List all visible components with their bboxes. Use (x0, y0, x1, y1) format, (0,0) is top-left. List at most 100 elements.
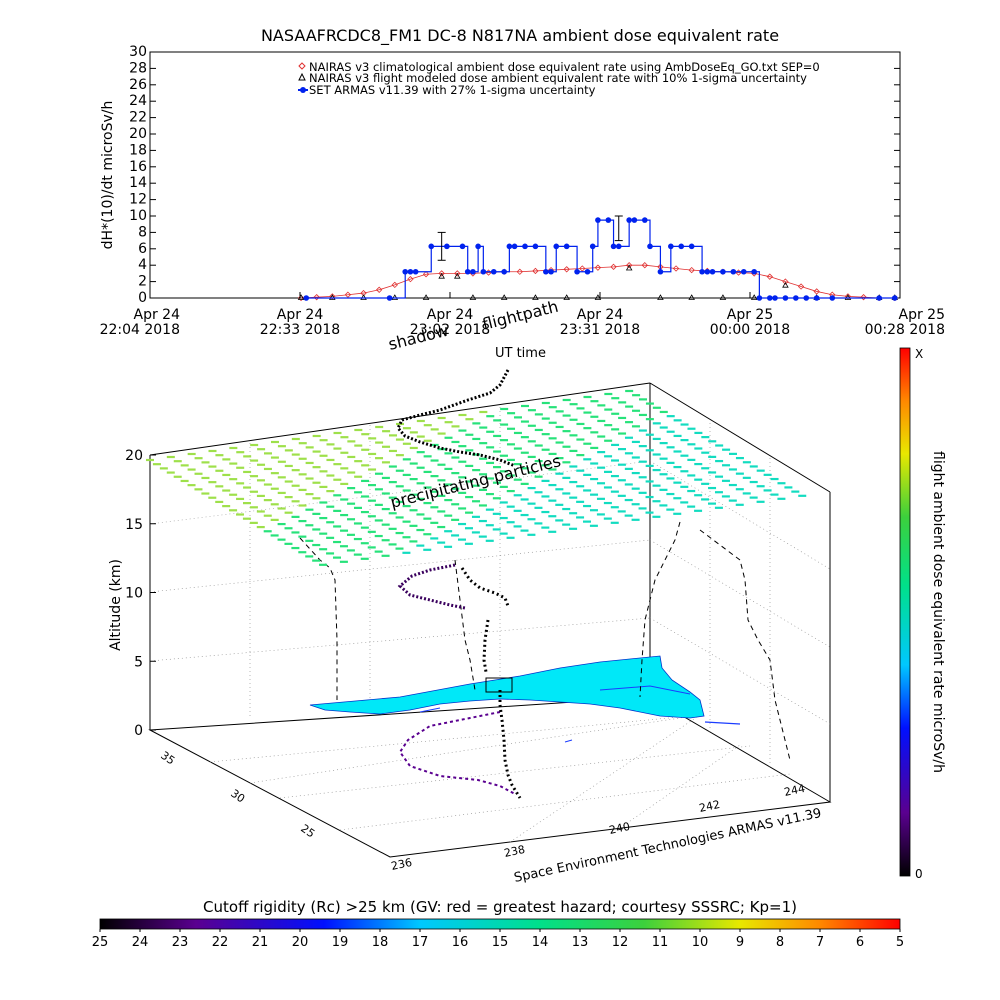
3d-grid-line (619, 744, 741, 829)
3d-x-axis-title: UT time (495, 346, 546, 361)
latitude-ticks: 25 30 35 (158, 749, 317, 841)
shadow-right-wall (699, 529, 791, 761)
top-y-axis-label: dH*(10)/dt microSv/h (100, 101, 116, 250)
top-y-tick-label: 28 (129, 60, 147, 76)
longitude-ticks: 236 238 240 242 244 (390, 782, 806, 873)
series-set-armas-point (464, 268, 471, 275)
series-set-armas-point (444, 243, 450, 250)
top-x-tick-label-date: Apr 24 (577, 307, 624, 323)
3d-top-right-edge (649, 382, 831, 493)
series-nairas-climatological-point (813, 288, 820, 295)
flight-3d-panel: flightpath shadow precipitating particle… (108, 297, 832, 886)
dose-rate-colorbar-gradient (899, 347, 911, 877)
dose-rate-colorbar-top-label: X (915, 347, 923, 361)
3d-top-left-edge (149, 382, 651, 456)
series-nairas-flight-modeled-point (422, 294, 430, 300)
series-nairas-flight-modeled-point (782, 281, 789, 288)
dose-rate-line-chart: dH*(10)/dt microSv/h 0246810121416182022… (100, 44, 945, 338)
series-set-armas-point (480, 268, 487, 275)
top-x-tick-label-time: 23:31 2018 (560, 322, 640, 338)
cutoff-rigidity-colorbar: Cutoff rigidity (Rc) >25 km (GV: red = g… (92, 898, 904, 950)
series-set-armas-point (605, 217, 612, 223)
series-nairas-climatological-point (594, 264, 602, 271)
cutoff-rigidity-tick-label: 13 (572, 935, 589, 950)
cutoff-rigidity-tick-label: 17 (412, 935, 429, 950)
series-set-armas-point (876, 295, 882, 301)
top-y-tick-label: 18 (129, 142, 147, 158)
series-set-armas-point (615, 243, 622, 250)
top-y-tick-label: 12 (129, 192, 147, 208)
series-set-armas-point (522, 243, 528, 250)
cutoff-rigidity-tick-label: 10 (692, 935, 709, 950)
top-y-tick-label: 24 (129, 93, 147, 109)
series-nairas-flight-modeled-point (391, 294, 399, 300)
series-nairas-flight-modeled-point (532, 294, 539, 300)
series-nairas-flight-modeled-point (500, 294, 508, 300)
cutoff-rigidity-tick-label: 5 (896, 935, 904, 950)
cutoff-rigidity-colorbar-title: Cutoff rigidity (Rc) >25 km (GV: red = g… (203, 898, 797, 916)
series-nairas-flight-modeled-point (297, 294, 305, 300)
top-x-tick-label-date: Apr 24 (277, 307, 324, 323)
altitude-ticks: 0 5 10 15 20 (125, 448, 156, 739)
series-set-armas-point (501, 268, 507, 275)
credit-label: Space Environment Technologies ARMAS v11… (513, 806, 823, 886)
series-set-armas-point (678, 243, 685, 250)
lon-tick-label: 240 (608, 820, 631, 837)
top-x-tick-label-time: 00:00 2018 (710, 322, 790, 338)
series-set-armas-point (595, 217, 601, 223)
rigidity-contour (704, 721, 741, 725)
series-set-armas-point (699, 268, 705, 275)
series-nairas-climatological-point (391, 281, 398, 289)
top-y-tick-label: 26 (129, 77, 147, 93)
series-nairas-flight-modeled-point (328, 294, 336, 300)
series-nairas-flight-modeled-point (594, 294, 602, 300)
dose-rate-colorbar: X 0 flight ambient dose equivalent rate … (899, 347, 946, 881)
legend-label-set-armas: SET ARMAS v11.39 with 27% 1-sigma uncert… (309, 83, 596, 97)
series-nairas-climatological-point (579, 265, 586, 272)
series-set-armas-point (782, 295, 789, 301)
top-x-tick-label-date: Apr 25 (727, 307, 773, 323)
series-nairas-climatological-point (407, 275, 414, 283)
series-nairas-climatological-point (297, 294, 305, 302)
top-x-tick-label-time: 22:04 2018 (100, 322, 180, 338)
series-set-armas-point (470, 268, 476, 275)
3d-grid-line (279, 745, 751, 799)
series-nairas-climatological-line (301, 264, 895, 299)
series-nairas-climatological-point (422, 271, 430, 278)
series-nairas-climatological-point (313, 294, 320, 301)
cutoff-rigidity-tick-label: 16 (452, 935, 469, 950)
cutoff-rigidity-tick-label: 23 (172, 935, 189, 950)
legend-label-nairas-flight-modeled: NAIRAS v3 flight modeled dose ambient eq… (309, 71, 807, 85)
series-nairas-flight-modeled-point (469, 294, 477, 300)
shadow-mid-wall (639, 521, 681, 698)
series-nairas-climatological-point (688, 266, 695, 274)
series-set-armas-point (610, 243, 617, 250)
legend-entry-set-armas: SET ARMAS v11.39 with 27% 1-sigma uncert… (298, 83, 596, 97)
series-nairas-climatological-point (610, 263, 617, 271)
series-nairas-flight-modeled-point (844, 294, 852, 300)
series-set-armas-point (631, 217, 638, 223)
cutoff-rigidity-tick-label: 19 (332, 935, 349, 950)
series-nairas-climatological-point (860, 294, 867, 301)
series-nairas-climatological-point (438, 270, 445, 277)
series-nairas-flight-modeled-point (625, 264, 633, 271)
3d-grid-line (509, 714, 701, 843)
cutoff-rigidity-tick-label: 15 (492, 935, 509, 950)
series-set-armas-point (709, 268, 716, 275)
series-nairas-flight-modeled-point (453, 272, 461, 279)
lon-tick-label: 236 (390, 856, 413, 873)
3d-grid-line (649, 460, 831, 570)
3d-grid-line (209, 714, 701, 763)
series-nairas-flight-modeled-point (750, 294, 758, 300)
series-nairas-climatological-point (454, 270, 461, 277)
top-y-tick-label: 16 (129, 159, 147, 175)
dose-rate-colorbar-bottom-label: 0 (915, 867, 923, 881)
top-x-tick-label-time: 22:33 2018 (260, 322, 340, 338)
series-nairas-climatological-point (563, 266, 570, 273)
series-set-armas-point (589, 243, 596, 250)
cutoff-rigidity-tick-label: 7 (816, 935, 824, 950)
altitude-axis-label: Altitude (km) (108, 559, 124, 651)
annotation-flightpath: flightpath (480, 297, 560, 334)
cutoff-rigidity-tick-label: 6 (856, 935, 864, 950)
